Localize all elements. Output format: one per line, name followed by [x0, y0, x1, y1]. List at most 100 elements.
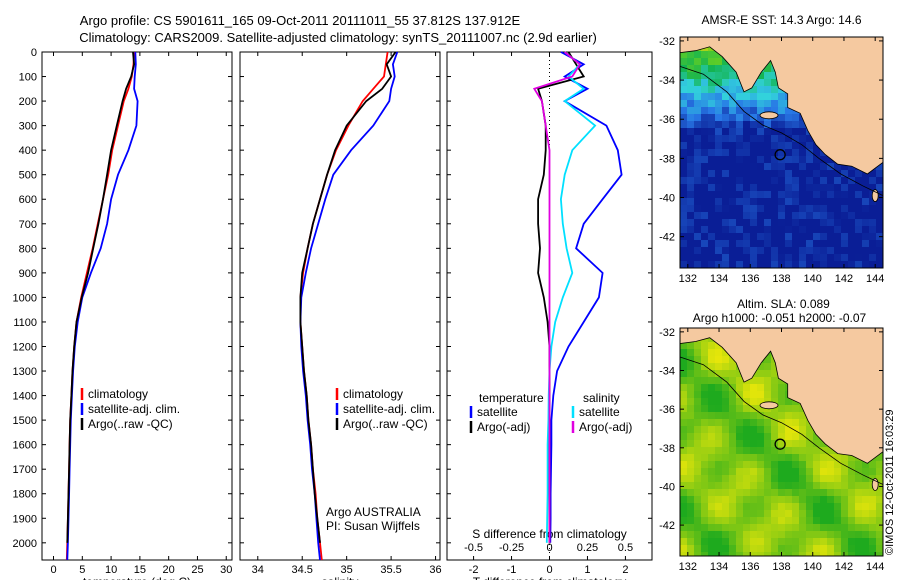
map-cell [708, 356, 716, 364]
map-cell [729, 86, 737, 94]
map-cell [778, 482, 786, 490]
map-cell [785, 219, 793, 227]
map-cell [715, 240, 723, 248]
map-cell [701, 226, 709, 234]
map-cell [757, 461, 765, 469]
map-cell [757, 212, 765, 220]
lat-tick-label: -38 [659, 443, 675, 455]
map-cell [869, 184, 877, 192]
map-cell [722, 233, 730, 241]
map-cell [743, 114, 751, 122]
map-cell [785, 475, 793, 483]
map-cell [834, 177, 842, 185]
map-cell [806, 163, 814, 171]
map-cell [841, 531, 849, 539]
map-cell [855, 475, 863, 483]
map-cell [708, 426, 716, 434]
map-cell [729, 454, 737, 462]
map-cell [715, 356, 723, 364]
map-cell [778, 233, 786, 241]
map-cell [757, 370, 765, 378]
map-cell [785, 454, 793, 462]
map-cell [848, 254, 856, 262]
map-cell [841, 538, 849, 546]
map-cell [722, 405, 730, 413]
map-cell [743, 545, 751, 553]
map-cell [771, 100, 779, 108]
map-cell [792, 475, 800, 483]
map-cell [799, 503, 807, 511]
map-cell [715, 426, 723, 434]
map-cell [841, 503, 849, 511]
map-cell [715, 121, 723, 129]
map-cell [694, 184, 702, 192]
map-cell [764, 219, 772, 227]
map-cell [785, 552, 793, 557]
map-cell [806, 170, 814, 178]
map-cell [792, 440, 800, 448]
map-cell [813, 163, 821, 171]
map-cell [764, 489, 772, 497]
map-cell [701, 107, 709, 115]
map-cell [715, 51, 723, 59]
x-axis-label: temperature (deg C) [83, 575, 191, 580]
map-cell [715, 349, 723, 357]
map-cell [736, 114, 744, 122]
map-cell [813, 433, 821, 441]
map-cell [862, 531, 870, 539]
map-cell [771, 128, 779, 136]
map-cell [729, 100, 737, 108]
map-cell [848, 545, 856, 553]
map-cell [750, 384, 758, 392]
map-cell [729, 191, 737, 199]
map-cell [764, 517, 772, 525]
map-cell [778, 240, 786, 248]
map-cell [687, 405, 695, 413]
map-cell [715, 65, 723, 73]
map-cell [687, 198, 695, 206]
map-cell [743, 538, 751, 546]
map-cell [729, 412, 737, 420]
map-cell [708, 121, 716, 129]
map-cell [743, 261, 751, 269]
map-cell [729, 482, 737, 490]
map-cell [869, 545, 877, 553]
map-cell [694, 496, 702, 504]
map-cell [680, 468, 688, 476]
legend-label: Argo(..raw -QC) [88, 417, 173, 431]
map-cell [834, 247, 842, 255]
map-cell [778, 163, 786, 171]
map-cell [771, 79, 779, 87]
map-cell [764, 482, 772, 490]
map-cell [715, 419, 723, 427]
map-cell [771, 219, 779, 227]
map-cell [743, 391, 751, 399]
map-cell [729, 384, 737, 392]
map-cell [715, 233, 723, 241]
map-cell [680, 156, 688, 164]
map-cell [729, 426, 737, 434]
map-cell [680, 384, 688, 392]
map-cell [771, 170, 779, 178]
map-cell [841, 191, 849, 199]
map-cell [750, 391, 758, 399]
map-cell [855, 531, 863, 539]
map-cell [750, 156, 758, 164]
map-cell [848, 489, 856, 497]
map-cell [736, 433, 744, 441]
kangaroo-island [759, 401, 779, 410]
map-cell [841, 510, 849, 518]
map-cell [757, 156, 765, 164]
map-cell [708, 72, 716, 80]
map-cell [778, 226, 786, 234]
lat-tick-label: -34 [659, 75, 675, 87]
map-cell [799, 170, 807, 178]
map-cell [778, 454, 786, 462]
map-cell [722, 391, 730, 399]
map-cell [785, 233, 793, 241]
plot-frame [239, 51, 441, 561]
map-cell [785, 510, 793, 518]
map-cell [715, 205, 723, 213]
map-cell [806, 433, 814, 441]
map-cell [869, 524, 877, 532]
